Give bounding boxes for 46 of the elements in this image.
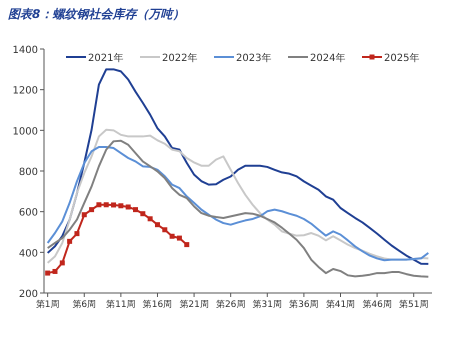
line-series — [46, 140, 430, 278]
x-tick-label: 第21周 — [179, 299, 209, 310]
point — [111, 202, 116, 208]
point — [133, 207, 138, 212]
point — [126, 204, 131, 210]
x-tick-label: 第46周 — [362, 299, 392, 310]
y-tick-label: 200 — [18, 289, 38, 300]
point — [52, 268, 58, 274]
point — [154, 222, 160, 228]
point — [96, 202, 102, 208]
chart-title: 图表8：螺纹钢社会库存（万吨） — [8, 7, 184, 21]
legend-label: 2024年 — [310, 52, 346, 64]
x-tick-label: 第11周 — [106, 299, 136, 310]
legend-label: 2021年 — [88, 52, 124, 64]
point — [45, 270, 50, 276]
y-tick-label: 1200 — [12, 86, 38, 97]
point — [162, 227, 168, 232]
legend-label: 2022年 — [162, 52, 198, 64]
y-tick-label: 1400 — [12, 45, 38, 56]
legend-label: 2025年 — [384, 52, 420, 64]
point — [104, 202, 109, 208]
point — [176, 236, 182, 241]
y-tick-label: 600 — [18, 208, 38, 219]
x-tick-label: 第26周 — [216, 299, 246, 310]
x-tick-label: 第16周 — [142, 299, 172, 310]
point — [60, 260, 65, 266]
legend-label: 2023年 — [236, 52, 272, 64]
point — [140, 211, 146, 216]
point — [118, 203, 124, 208]
point — [148, 216, 153, 222]
x-tick-label: 第31周 — [252, 299, 282, 310]
y-tick-label: 400 — [18, 248, 38, 260]
x-tick-label: 第36周 — [289, 299, 319, 310]
point — [184, 242, 190, 248]
x-tick-label: 第1周 — [36, 299, 60, 310]
y-tick-label: 1000 — [12, 126, 38, 138]
x-tick-label: 第6周 — [72, 299, 96, 310]
point — [89, 207, 94, 212]
point — [67, 238, 72, 244]
x-tick-label: 第51周 — [398, 299, 428, 310]
x-tick-label: 第41周 — [326, 299, 356, 310]
line-series — [46, 68, 430, 265]
point — [82, 212, 87, 218]
point — [74, 231, 80, 236]
y-tick-label: 800 — [18, 167, 38, 178]
point — [170, 234, 175, 239]
